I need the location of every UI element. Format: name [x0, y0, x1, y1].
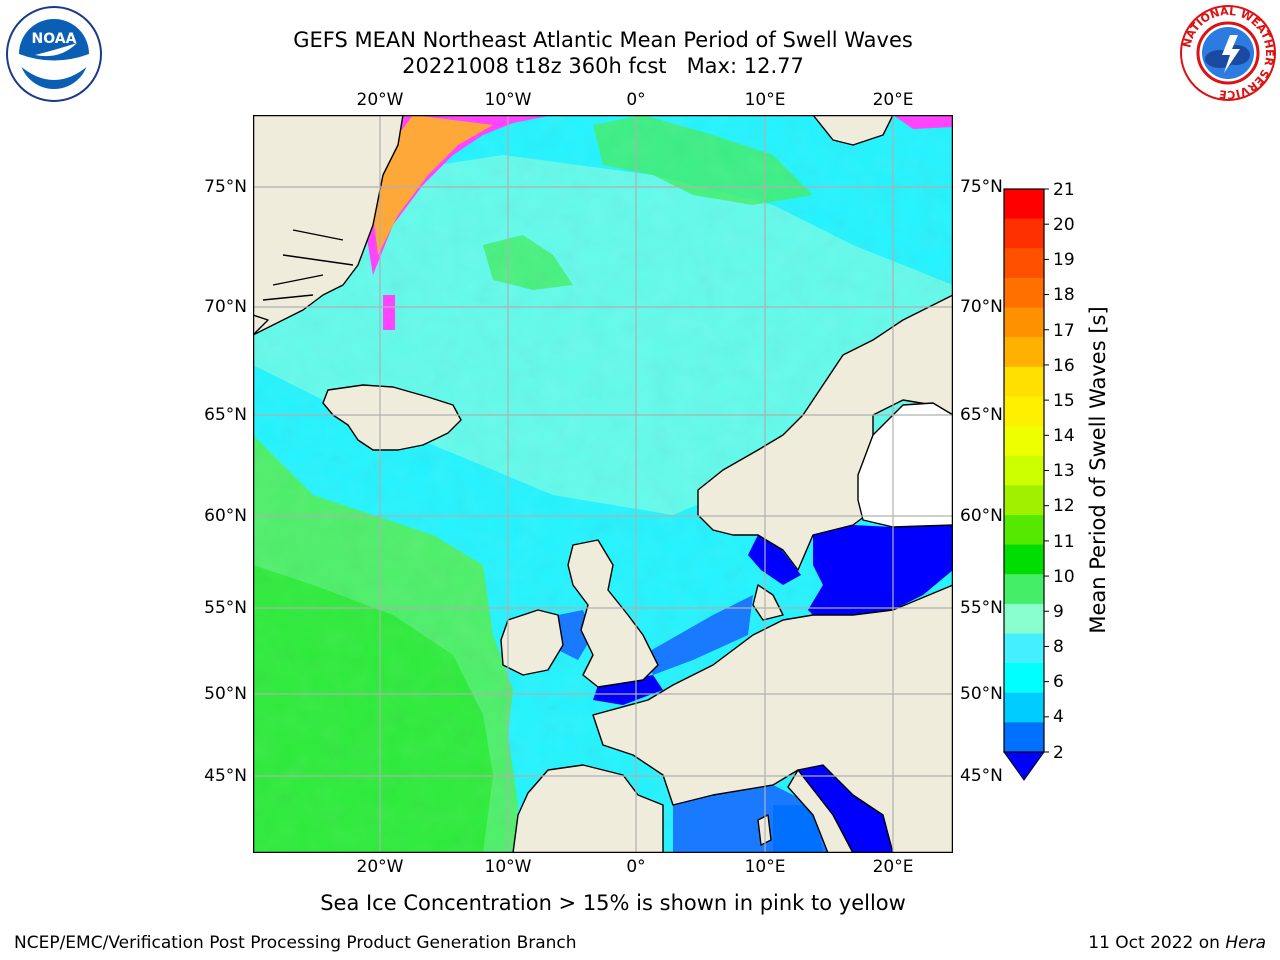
- colorbar-label-6: 6: [1053, 672, 1064, 692]
- baltic-sea: [808, 525, 953, 625]
- swell-period-map: [253, 115, 953, 853]
- colorbar-band: [1004, 189, 1044, 220]
- colorbar-label-8: 8: [1053, 637, 1064, 657]
- colorbar-label-4: 4: [1053, 707, 1064, 727]
- land-greenland-east: [253, 314, 269, 336]
- map-gridlines: [253, 115, 953, 853]
- colorbar-band: [1004, 692, 1044, 723]
- lat-tick-right-45n: 45°N: [960, 766, 1003, 786]
- colorbar-label-12: 12: [1053, 496, 1075, 516]
- lon-tick-top-20e: 20°E: [872, 90, 914, 110]
- lat-tick-left-70n: 70°N: [204, 297, 247, 317]
- colorbar-band: [1004, 248, 1044, 279]
- southern-north-sea: [643, 595, 753, 675]
- colorbar-label-9: 9: [1053, 602, 1064, 622]
- colorbar-label-11: 11: [1053, 532, 1075, 552]
- lat-tick-left-50n: 50°N: [204, 684, 247, 704]
- colorbar-label-10: 10: [1053, 567, 1075, 587]
- land-svalbard: [812, 115, 894, 146]
- lon-tick-top-20w: 20°W: [356, 90, 404, 110]
- colorbar-band: [1004, 396, 1044, 427]
- lon-tick-top-10e: 10°E: [744, 90, 786, 110]
- kattegat: [748, 535, 801, 585]
- colorbar-band: [1004, 722, 1044, 753]
- colorbar-label-18: 18: [1053, 285, 1075, 305]
- noaa-logo-text: NOAA: [32, 31, 77, 47]
- sea-ice-jan-mayen: [383, 295, 395, 330]
- lat-tick-left-55n: 55°N: [204, 598, 247, 618]
- colorbar-label-19: 19: [1053, 250, 1075, 270]
- lon-tick-bottom-10w: 10°W: [484, 857, 532, 877]
- colorbar-label-2: 2: [1053, 743, 1064, 763]
- colorbar-label-16: 16: [1053, 356, 1075, 376]
- colorbar-band: [1004, 514, 1044, 546]
- colorbar-label-14: 14: [1053, 426, 1075, 446]
- sea-ice-core: [373, 115, 493, 255]
- lat-tick-left-60n: 60°N: [204, 506, 247, 526]
- land-italy: [787, 769, 854, 853]
- colorbar-band: [1004, 574, 1044, 605]
- colorbar-low-extension: [1003, 751, 1045, 781]
- colorbar-band: [1004, 663, 1044, 694]
- colorbar-band: [1004, 366, 1044, 397]
- colorbar-band: [1004, 633, 1044, 664]
- colorbar-band: [1004, 426, 1044, 457]
- colorbar-band: [1004, 337, 1044, 368]
- lon-tick-top-10w: 10°W: [484, 90, 532, 110]
- footer-date-text: 11 Oct 2022 on: [1088, 933, 1226, 953]
- land-iceland: [322, 384, 462, 451]
- map-title: GEFS MEAN Northeast Atlantic Mean Period…: [293, 28, 913, 52]
- colorbar-label-17: 17: [1053, 321, 1075, 341]
- lat-tick-right-55n: 55°N: [960, 598, 1003, 618]
- colorbar-label-13: 13: [1053, 461, 1075, 481]
- colorbar-title: Mean Period of Swell Waves [s]: [1086, 306, 1110, 634]
- colorbar-band: [1004, 544, 1044, 575]
- colorbar-label-20: 20: [1053, 215, 1075, 235]
- colorbar-band: [1004, 603, 1044, 634]
- land-scandinavia: [697, 294, 953, 571]
- lon-tick-bottom-0: 0°: [626, 857, 646, 877]
- colorbar-band: [1004, 455, 1044, 486]
- adriatic-sea: [798, 765, 893, 853]
- lat-tick-right-75n: 75°N: [960, 177, 1003, 197]
- colorbar-band: [1004, 307, 1044, 338]
- footer-credit: NCEP/EMC/Verification Post Processing Pr…: [14, 933, 577, 953]
- colorbar-band: [1004, 218, 1044, 249]
- lon-tick-top-0: 0°: [626, 90, 646, 110]
- land-europe: [512, 764, 664, 853]
- sea-ice-svalbard: [893, 115, 953, 129]
- tyrrhenian-sea: [773, 805, 823, 853]
- lat-tick-right-60n: 60°N: [960, 506, 1003, 526]
- lat-tick-left-75n: 75°N: [204, 177, 247, 197]
- colorbar-band: [1004, 277, 1044, 309]
- gulf-of-bothnia: [857, 402, 953, 528]
- colorbar-band: [1004, 485, 1044, 516]
- lon-tick-bottom-20e: 20°E: [872, 857, 914, 877]
- land-central-europe: [592, 584, 953, 853]
- land-greenland: [253, 115, 404, 336]
- lat-tick-right-65n: 65°N: [960, 405, 1003, 425]
- noaa-logo: NOAA: [6, 6, 102, 102]
- map-subtitle: 20221008 t18z 360h fcst Max: 12.77: [402, 54, 804, 78]
- lat-tick-right-70n: 70°N: [960, 297, 1003, 317]
- lat-tick-left-65n: 65°N: [204, 405, 247, 425]
- colorbar-label-15: 15: [1053, 391, 1075, 411]
- colorbar-label-21: 21: [1053, 180, 1075, 200]
- colorbar: [1003, 188, 1049, 781]
- nws-logo: NATIONAL WEATHER SERVICE: [1180, 5, 1276, 101]
- lat-tick-left-45n: 45°N: [204, 766, 247, 786]
- footer-host: Hera: [1225, 933, 1266, 953]
- lon-tick-bottom-20w: 20°W: [356, 857, 404, 877]
- sea-ice-caption: Sea Ice Concentration > 15% is shown in …: [320, 891, 906, 915]
- land-denmark: [752, 584, 784, 621]
- english-channel: [593, 675, 663, 705]
- lat-tick-right-50n: 50°N: [960, 684, 1003, 704]
- footer-date: 11 Oct 2022 on Hera: [1088, 933, 1266, 953]
- lon-tick-bottom-10e: 10°E: [744, 857, 786, 877]
- land-ireland: [500, 609, 564, 676]
